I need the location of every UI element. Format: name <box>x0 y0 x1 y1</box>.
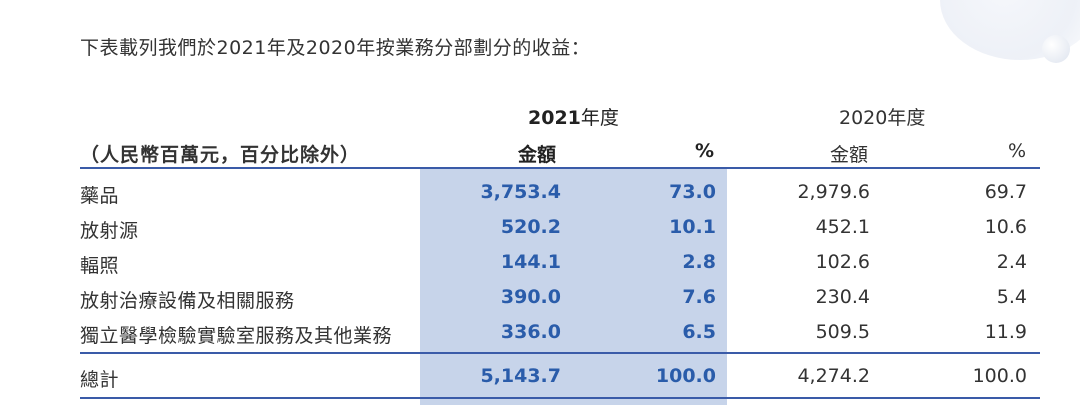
row-amount-2020: 509.5 <box>815 321 870 343</box>
row-percent-2021: 7.6 <box>682 286 716 308</box>
table-row: 藥品 3,753.4 73.0 2,979.6 69.7 <box>0 181 1080 215</box>
total-row: 總計 5,143.7 100.0 4,274.2 100.0 <box>0 365 1080 399</box>
table-row: 放射源 520.2 10.1 452.1 10.6 <box>0 216 1080 250</box>
total-label: 總計 <box>80 369 120 391</box>
row-percent-2021: 10.1 <box>669 216 716 238</box>
row-label: 放射治療設備及相關服務 <box>80 290 295 312</box>
bottom-rule <box>80 397 1040 399</box>
header-rule <box>80 167 1040 169</box>
header-amount-2021: 金額 <box>518 144 557 166</box>
row-percent-2021: 73.0 <box>669 181 716 203</box>
header-year-2020: 2020年度 <box>839 107 926 129</box>
total-amount-2020: 4,274.2 <box>797 365 870 387</box>
row-label: 獨立醫學檢驗實驗室服務及其他業務 <box>80 325 393 347</box>
row-label: 放射源 <box>80 220 139 242</box>
row-amount-2021: 144.1 <box>500 251 561 273</box>
table-row: 獨立醫學檢驗實驗室服務及其他業務 336.0 6.5 509.5 11.9 <box>0 321 1080 355</box>
row-percent-2020: 10.6 <box>984 216 1027 238</box>
row-amount-2021: 390.0 <box>500 286 561 308</box>
row-amount-2020: 452.1 <box>815 216 870 238</box>
row-amount-2021: 520.2 <box>500 216 561 238</box>
total-percent-2020: 100.0 <box>972 365 1027 387</box>
row-label: 藥品 <box>80 185 120 207</box>
row-percent-2020: 2.4 <box>996 251 1027 273</box>
total-percent-2021: 100.0 <box>655 365 716 387</box>
table-row: 輻照 144.1 2.8 102.6 2.4 <box>0 251 1080 285</box>
total-amount-2021: 5,143.7 <box>480 365 561 387</box>
row-amount-2021: 3,753.4 <box>480 181 561 203</box>
row-percent-2020: 69.7 <box>984 181 1027 203</box>
header-year-2021: 2021年度 <box>528 103 619 130</box>
intro-sentence: 下表載列我們於2021年及2020年按業務分部劃分的收益： <box>80 37 591 59</box>
row-percent-2021: 2.8 <box>682 251 716 273</box>
row-amount-2021: 336.0 <box>500 321 561 343</box>
header-amount-2020: 金額 <box>830 144 869 166</box>
row-percent-2021: 6.5 <box>682 321 716 343</box>
header-percent-2020: % <box>1008 140 1027 162</box>
background-bubble <box>1042 35 1070 63</box>
unit-label: （人民幣百萬元，百分比除外） <box>80 144 361 166</box>
table-row: 放射治療設備及相關服務 390.0 7.6 230.4 5.4 <box>0 286 1080 320</box>
header-percent-2021: % <box>695 140 715 162</box>
header-year-2021-suffix: 年度 <box>580 107 619 129</box>
row-amount-2020: 2,979.6 <box>797 181 870 203</box>
highlight-column-2021 <box>420 168 727 405</box>
header-year-2021-number: 2021 <box>528 107 581 129</box>
row-percent-2020: 5.4 <box>996 286 1027 308</box>
total-rule <box>80 352 1040 354</box>
row-amount-2020: 102.6 <box>815 251 870 273</box>
row-amount-2020: 230.4 <box>815 286 870 308</box>
row-percent-2020: 11.9 <box>984 321 1027 343</box>
row-label: 輻照 <box>80 255 120 277</box>
